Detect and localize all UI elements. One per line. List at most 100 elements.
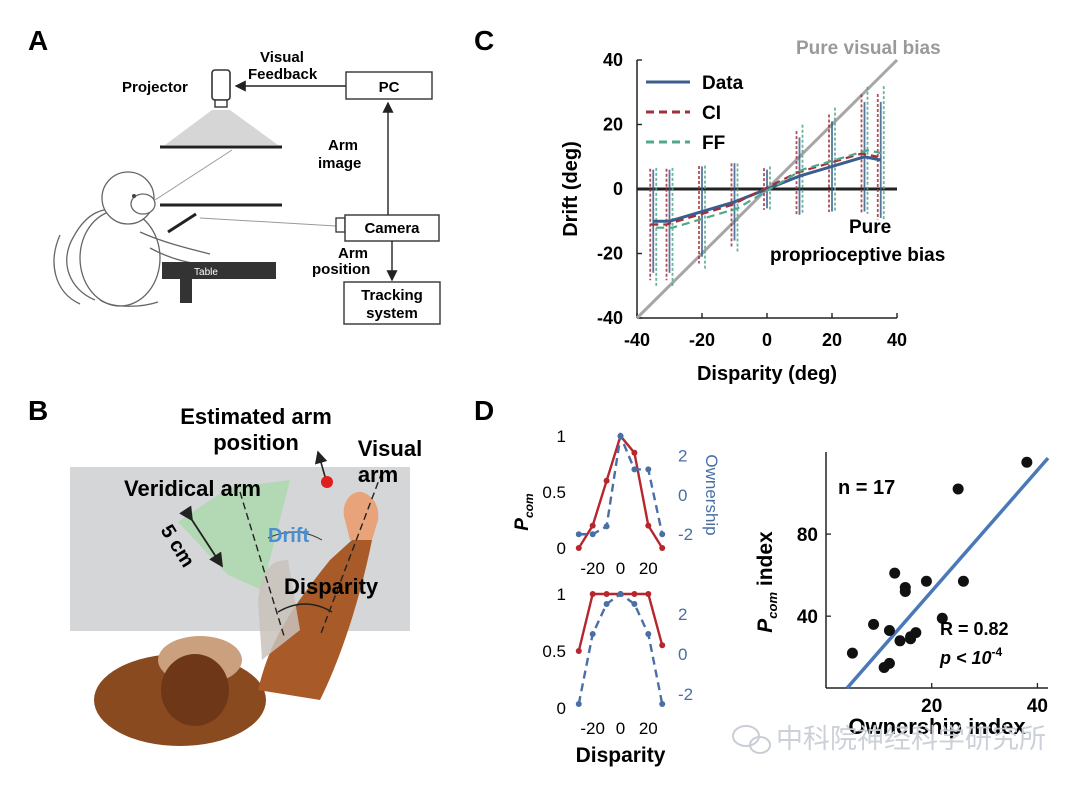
c-legend-label: FF bbox=[702, 133, 725, 154]
d-ownership-point bbox=[631, 601, 638, 607]
d-x-tick-label: -20 bbox=[580, 719, 605, 738]
c-y-axis-label: Drift (deg) bbox=[560, 141, 582, 237]
d-pcom-point bbox=[645, 522, 652, 529]
c-x-tick-label: -40 bbox=[624, 330, 650, 350]
arm-image-label-1: Arm bbox=[328, 137, 358, 154]
c-x-tick-label: 20 bbox=[822, 330, 842, 350]
c-y-tick-label: -40 bbox=[597, 308, 623, 328]
c-legend-label: Data bbox=[702, 73, 744, 94]
d-pcom-ylabel: Pcom bbox=[512, 493, 536, 531]
c-series-ff-line bbox=[656, 149, 884, 229]
d-scatter-n: n = 17 bbox=[838, 477, 895, 499]
c-pure-visual-label: Pure visual bias bbox=[796, 38, 941, 59]
d-ownership-point bbox=[575, 531, 582, 538]
d-ownership-point bbox=[645, 466, 652, 473]
d-scatter-point bbox=[910, 627, 922, 639]
d-scatter-p: p < 10-4 bbox=[939, 645, 1003, 668]
d-scatter-point bbox=[952, 483, 964, 495]
d-scatter-point bbox=[883, 625, 895, 637]
estimated-label-1: Estimated arm bbox=[180, 404, 332, 429]
d-scatter-fit-line bbox=[845, 457, 1050, 690]
d-ownership-point bbox=[659, 701, 666, 707]
d-x-tick-label: -20 bbox=[580, 559, 605, 578]
camera-view-line bbox=[199, 217, 337, 227]
pc-box bbox=[345, 71, 433, 100]
d-scatter-point bbox=[868, 618, 880, 630]
d-scatter-point bbox=[1021, 456, 1033, 468]
d-left-tick-label: 1 bbox=[557, 427, 566, 446]
arm-position-label-1: Arm bbox=[338, 245, 368, 262]
d-pcom-point bbox=[631, 449, 638, 456]
panel-a-letter: A bbox=[28, 25, 48, 56]
camera-icon bbox=[335, 217, 346, 233]
d-right-tick-label: 2 bbox=[678, 447, 687, 466]
d-ownership-point bbox=[589, 531, 596, 538]
monkey-sketch bbox=[53, 171, 215, 307]
d-scatter-y-tick-label: 40 bbox=[797, 607, 818, 628]
d-pcom-point bbox=[589, 591, 596, 597]
visual-axis bbox=[319, 471, 383, 637]
visual-feedback-label-1: Visual bbox=[260, 49, 304, 66]
d-x-tick-label: 20 bbox=[639, 559, 658, 578]
watermark-text: 中科院神经科学研究所 bbox=[776, 724, 1046, 754]
d-ownership-point bbox=[631, 466, 638, 473]
table-top bbox=[162, 262, 276, 279]
c-pure-proprio-label-1: Pure bbox=[849, 217, 891, 238]
d-scatter-ylabel: Pcom index bbox=[754, 531, 780, 633]
d-scatter-point bbox=[957, 575, 969, 587]
d-ownership-point bbox=[603, 601, 610, 607]
d-ownership-point bbox=[617, 433, 624, 439]
panel-c-letter: C bbox=[474, 25, 494, 56]
d-left-tick-label: 0 bbox=[557, 539, 566, 558]
d-pcom-line bbox=[577, 433, 664, 549]
c-y-tick-label: 20 bbox=[603, 115, 623, 135]
d-pcom-point bbox=[603, 477, 610, 484]
panel-c: C -40 -20 0 20 40 -40 -20 0 20 40 Disparity (deg) D… bbox=[474, 25, 945, 385]
d-right-tick-label: 2 bbox=[678, 605, 687, 624]
c-pure-proprio-label-2: proprioceptive bias bbox=[770, 245, 945, 266]
d-left-tick-label: 0 bbox=[557, 699, 566, 718]
c-series-data-line bbox=[653, 155, 882, 223]
arm-position-label-2: position bbox=[312, 261, 370, 278]
projection-beam bbox=[165, 110, 278, 145]
estimated-position-marker bbox=[321, 476, 333, 488]
pcom-ownership-top-chart: 00.51-202-20 0 20 bbox=[542, 427, 693, 578]
visual-feedback-label-2: Feedback bbox=[248, 66, 318, 83]
table-leg bbox=[180, 279, 192, 303]
d-scatter-point bbox=[936, 612, 948, 624]
disparity-label: Disparity bbox=[284, 574, 379, 599]
d-scatter-point bbox=[899, 586, 911, 598]
visual-arm-label-2: arm bbox=[358, 462, 398, 487]
d-pcom-point bbox=[589, 522, 596, 529]
visual-arm-label-1: Visual bbox=[358, 436, 422, 461]
veridical-arm-label: Veridical arm bbox=[124, 476, 261, 501]
projector-icon bbox=[211, 69, 231, 108]
watermark: 中科院神经科学研究所 bbox=[732, 724, 1046, 754]
d-scatter-x-tick-label: 40 bbox=[1027, 696, 1048, 717]
d-pcom-point bbox=[659, 545, 666, 551]
d-pcom-line bbox=[577, 592, 664, 652]
d-right-tick-label: 0 bbox=[678, 486, 687, 505]
d-scatter-point bbox=[883, 657, 895, 669]
d-scatter-x-axis-label: Ownership index bbox=[848, 714, 1026, 739]
d-pcom-point bbox=[631, 591, 638, 597]
view-line bbox=[154, 149, 233, 201]
drift-chart: -40 -20 0 20 40 -40 -20 0 20 40 Disparity (deg) Dri… bbox=[560, 50, 907, 385]
d-scatter-point bbox=[889, 567, 901, 579]
c-legend-label: CI bbox=[702, 103, 721, 124]
c-y-tick-label: 0 bbox=[613, 179, 623, 199]
d-scatter-point bbox=[846, 647, 858, 659]
drift-arc bbox=[267, 531, 323, 541]
d-x-tick-label: 0 bbox=[616, 719, 625, 738]
d-left-tick-label: 1 bbox=[557, 585, 566, 604]
drift-label: Drift bbox=[268, 525, 309, 547]
d-ownership-point bbox=[645, 631, 652, 637]
d-scatter-point bbox=[894, 635, 906, 647]
d-right-tick-label: -2 bbox=[678, 685, 693, 704]
wechat-icon bbox=[732, 725, 771, 754]
d-ownership-line bbox=[577, 592, 664, 705]
arm-image-label-2: image bbox=[318, 155, 361, 172]
